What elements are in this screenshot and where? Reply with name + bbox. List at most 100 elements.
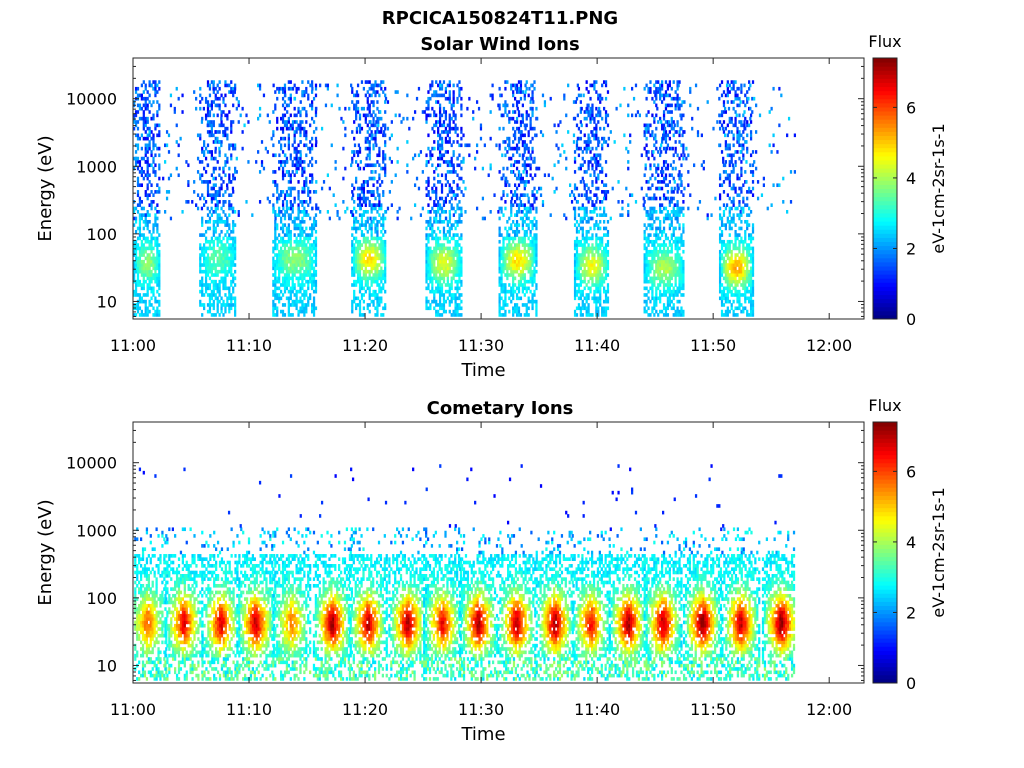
- heatmap-cell: [356, 106, 360, 111]
- heatmap-cell: [585, 210, 588, 214]
- heatmap-cell: [307, 96, 310, 101]
- heatmap-cell: [234, 306, 237, 311]
- heatmap-cell: [498, 233, 501, 237]
- heatmap-cell: [515, 210, 519, 214]
- heatmap-cell: [437, 173, 440, 178]
- heatmap-cell: [230, 130, 233, 134]
- heatmap-cell: [301, 259, 304, 264]
- heatmap-cell: [287, 279, 290, 284]
- heatmap-cell: [589, 269, 592, 274]
- heatmap-cell: [353, 150, 356, 154]
- heatmap-cell: [515, 256, 519, 261]
- heatmap-cell: [360, 196, 364, 201]
- heatmap-cell: [452, 253, 455, 257]
- heatmap-cell: [657, 256, 660, 261]
- heatmap-cell: [152, 116, 155, 121]
- heatmap-cell: [309, 249, 312, 254]
- heatmap-cell: [362, 183, 366, 188]
- heatmap-cell: [378, 243, 381, 247]
- heatmap-cell: [664, 283, 668, 287]
- heatmap-cell: [508, 273, 511, 277]
- heatmap-cell: [645, 293, 648, 297]
- heatmap-cell: [136, 120, 140, 124]
- heatmap-cell: [150, 296, 153, 301]
- heatmap-cell: [289, 193, 292, 197]
- heatmap-cell: [668, 269, 671, 274]
- heatmap-cell: [293, 133, 296, 138]
- heatmap-cell: [581, 259, 584, 264]
- heatmap-cell: [156, 216, 159, 221]
- heatmap-cell: [452, 163, 455, 168]
- heatmap-cell: [158, 256, 161, 261]
- heatmap-cell: [146, 143, 149, 148]
- heatmap-cell: [148, 276, 151, 281]
- heatmap-cell: [133, 269, 136, 274]
- heatmap-cell: [220, 140, 223, 144]
- heatmap-cell: [653, 163, 656, 168]
- heatmap-cell: [653, 233, 656, 237]
- heatmap-cell: [682, 156, 685, 161]
- heatmap-cell: [214, 219, 217, 224]
- heatmap-cell: [214, 236, 217, 241]
- heatmap-cell: [372, 120, 375, 124]
- heatmap-cell: [299, 210, 302, 214]
- heatmap-cell: [382, 283, 385, 287]
- heatmap-cell: [523, 229, 526, 234]
- heatmap-cell: [653, 253, 656, 257]
- heatmap-cell: [216, 140, 219, 144]
- heatmap-cell: [310, 263, 314, 267]
- heatmap-cell: [134, 266, 138, 271]
- heatmap-cell: [529, 266, 532, 271]
- heatmap-cell: [442, 153, 446, 158]
- heatmap-cell: [577, 206, 581, 211]
- heatmap-cell: [224, 269, 227, 274]
- heatmap-cell: [435, 303, 438, 307]
- heatmap-cell: [429, 113, 432, 118]
- heatmap-cell: [148, 273, 151, 277]
- heatmap-cell: [442, 263, 446, 267]
- heatmap-cell: [533, 233, 536, 237]
- heatmap-cell: [303, 303, 306, 307]
- heatmap-cell: [442, 306, 446, 311]
- heatmap-cell: [297, 299, 300, 304]
- heatmap-cell: [440, 136, 444, 141]
- heatmap-cell: [517, 210, 521, 214]
- heatmap-cell: [506, 253, 509, 257]
- heatmap-cell: [212, 170, 215, 174]
- heatmap-cell: [382, 286, 385, 291]
- heatmap-cell: [384, 110, 387, 114]
- heatmap-cell: [660, 140, 664, 144]
- heatmap-cell: [384, 279, 387, 284]
- heatmap-cell: [510, 206, 513, 211]
- heatmap-cell: [504, 256, 507, 261]
- heatmap-cell: [514, 249, 517, 254]
- heatmap-cell: [204, 229, 208, 234]
- heatmap-cell: [678, 279, 681, 284]
- heatmap-cell: [655, 259, 658, 264]
- heatmap-cell: [230, 153, 233, 158]
- heatmap-cell: [158, 249, 161, 254]
- heatmap-cell: [601, 166, 604, 171]
- heatmap-cell: [370, 299, 373, 304]
- heatmap-cell: [297, 283, 300, 287]
- heatmap-cell: [358, 193, 362, 197]
- heatmap-cell: [234, 256, 237, 261]
- heatmap-cell: [295, 276, 298, 281]
- heatmap-cell: [228, 206, 231, 211]
- heatmap-cell: [435, 266, 438, 271]
- heatmap-cell: [303, 246, 306, 251]
- heatmap-cell: [446, 266, 449, 271]
- heatmap-cell: [216, 243, 219, 247]
- heatmap-cell: [599, 243, 602, 247]
- heatmap-cell: [668, 273, 671, 277]
- heatmap-cell: [581, 163, 584, 168]
- heatmap-cell: [666, 289, 670, 294]
- heatmap-cell: [380, 279, 383, 284]
- heatmap-cell: [659, 249, 662, 254]
- heatmap-cell: [206, 213, 210, 217]
- heatmap-cell: [356, 153, 360, 158]
- heatmap-cell: [456, 140, 459, 144]
- heatmap-cell: [533, 223, 536, 227]
- heatmap-cell: [585, 170, 588, 174]
- heatmap-cell: [220, 309, 223, 314]
